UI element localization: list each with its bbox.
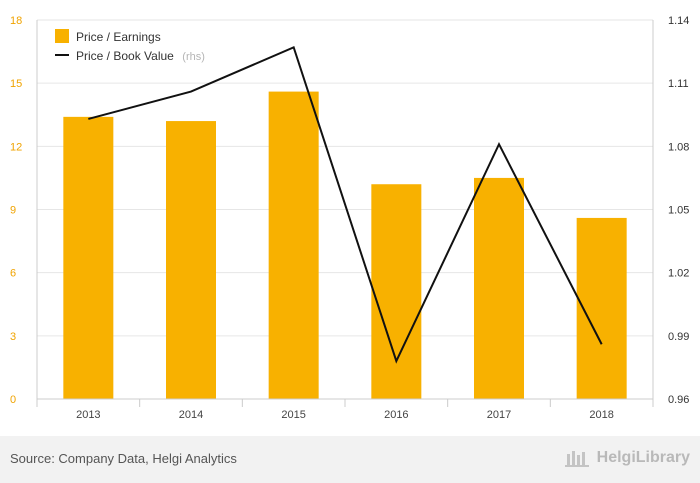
bar — [166, 121, 216, 400]
line-series-price-book — [88, 46, 603, 364]
y-left-tick-label: 3 — [10, 331, 16, 343]
y-left-tick-label: 15 — [10, 78, 22, 90]
library-icon — [564, 451, 589, 467]
y-right-tick-label: 0.99 — [668, 331, 689, 343]
legend: Price / Earnings Price / Book Value (rhs… — [55, 29, 205, 64]
y-left-tick-label: 12 — [10, 141, 22, 153]
bar — [371, 184, 422, 399]
y-left-tick-label: 18 — [10, 15, 22, 27]
bar — [63, 116, 114, 399]
bar — [576, 217, 627, 399]
chart: 0 3 6 9 12 15 18 0.96 0.99 1.02 1.05 1.08 1.11 1.14 20… — [10, 15, 689, 421]
source-text: Source: Company Data, Helgi Analytics — [10, 451, 237, 466]
y-left-tick-label: 9 — [10, 205, 16, 217]
bar — [268, 91, 319, 399]
x-tick-label: 2015 — [281, 409, 305, 421]
line-path — [88, 46, 603, 364]
legend-swatch-price-earnings — [55, 29, 69, 43]
y-right-tick-label: 1.11 — [668, 78, 689, 90]
bar-series-price-earnings — [63, 91, 627, 400]
x-tick-label: 2016 — [384, 409, 408, 421]
legend-label-price-book: Price / Book Value (rhs) — [76, 47, 205, 64]
footer: Source: Company Data, Helgi Analytics He… — [0, 436, 700, 483]
bar — [474, 177, 524, 399]
brand-name: HelgiLibrary — [596, 449, 690, 466]
y-left-tick-label: 0 — [10, 394, 16, 406]
axes: 0 3 6 9 12 15 18 0.96 0.99 1.02 1.05 1.08 1.11 1.14 20… — [10, 15, 689, 421]
brand-logo: HelgiLibrary — [564, 448, 690, 468]
y-right-tick-label: 0.96 — [668, 394, 689, 406]
x-tick-label: 2018 — [589, 409, 613, 421]
y-right-tick-label: 1.05 — [668, 205, 689, 217]
gridlines — [37, 19, 653, 337]
x-tick-label: 2013 — [76, 409, 100, 421]
x-tick-label: 2014 — [179, 409, 203, 421]
legend-label-price-earnings: Price / Earnings — [76, 30, 161, 44]
y-right-tick-label: 1.14 — [668, 15, 689, 27]
x-tick-label: 2017 — [487, 409, 511, 421]
y-left-tick-label: 6 — [10, 268, 16, 280]
y-right-tick-label: 1.02 — [668, 268, 689, 280]
y-right-tick-label: 1.08 — [668, 141, 689, 153]
